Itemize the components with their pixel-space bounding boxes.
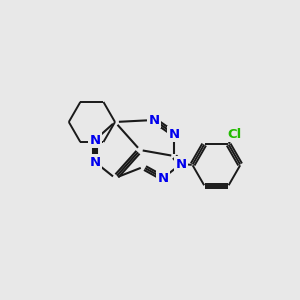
Text: N: N [176, 158, 187, 170]
Text: Cl: Cl [227, 128, 241, 141]
Text: N: N [148, 113, 160, 127]
Text: N: N [89, 155, 100, 169]
Text: N: N [168, 128, 180, 140]
Text: N: N [89, 134, 100, 146]
Text: N: N [158, 172, 169, 184]
